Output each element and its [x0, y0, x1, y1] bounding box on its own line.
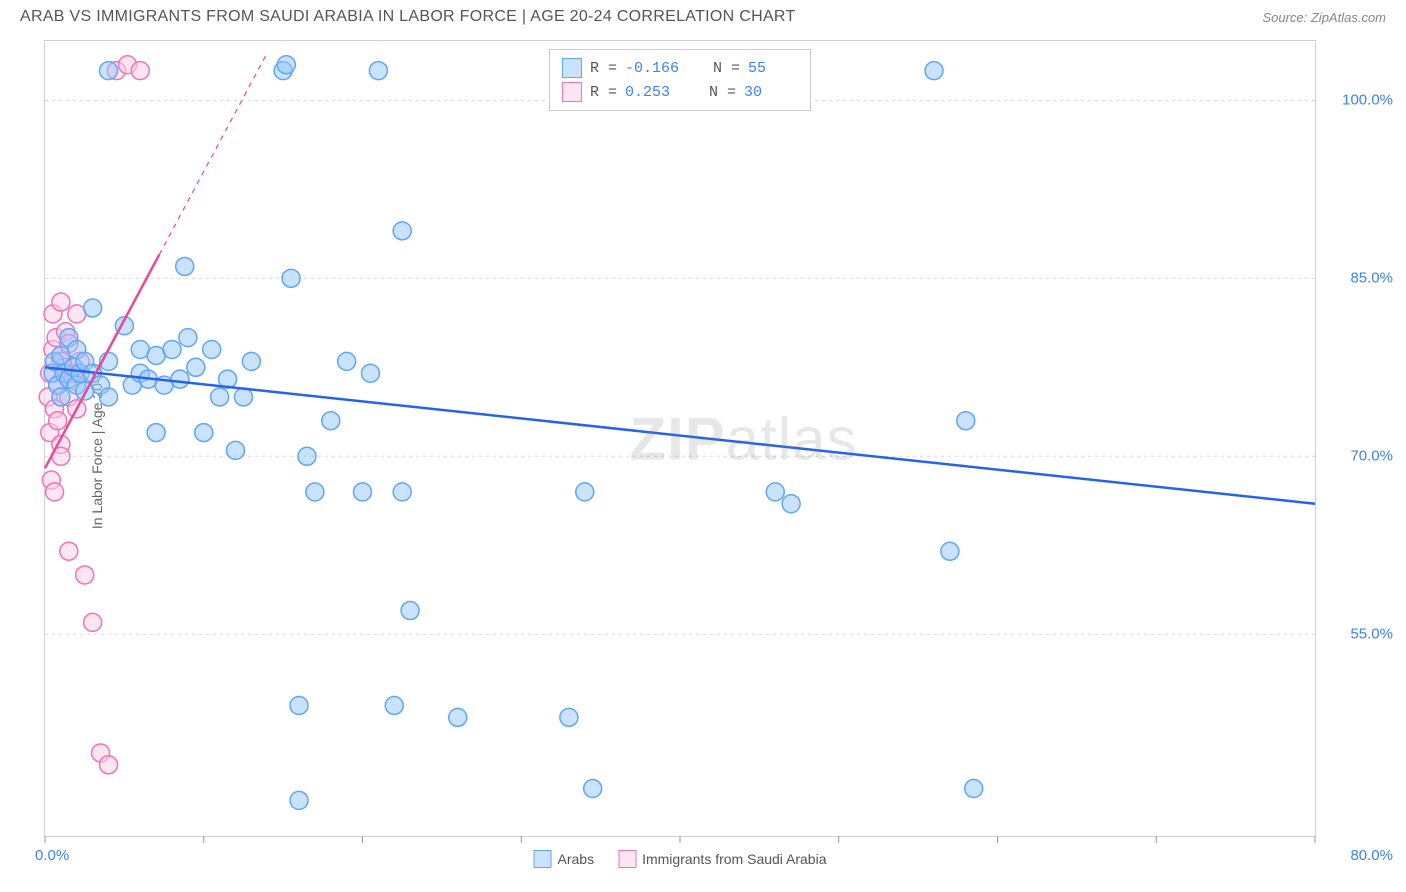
y-tick-label: 100.0% [1342, 92, 1393, 109]
legend-swatch-icon [562, 82, 582, 102]
legend-swatch-icon [534, 850, 552, 868]
y-tick-label: 70.0% [1350, 448, 1393, 465]
source-attribution: Source: ZipAtlas.com [1262, 10, 1386, 25]
legend-item: Immigrants from Saudi Arabia [618, 850, 826, 868]
y-tick-label: 55.0% [1350, 626, 1393, 643]
correlation-legend: R =-0.166 N =55R =0.253 N =30 [549, 49, 811, 111]
chart-title: ARAB VS IMMIGRANTS FROM SAUDI ARABIA IN … [20, 8, 796, 26]
legend-swatch-icon [562, 58, 582, 78]
x-axis-max-label: 80.0% [1350, 847, 1393, 864]
series-legend: Arabs Immigrants from Saudi Arabia [534, 850, 827, 868]
scatter-plot [45, 41, 1315, 836]
correlation-row: R =-0.166 N =55 [562, 56, 798, 80]
legend-swatch-icon [618, 850, 636, 868]
legend-label: Immigrants from Saudi Arabia [642, 851, 826, 867]
y-tick-label: 85.0% [1350, 270, 1393, 287]
x-axis-min-label: 0.0% [35, 847, 69, 864]
correlation-row: R =0.253 N =30 [562, 80, 798, 104]
chart-container: ZIPatlas R =-0.166 N =55R =0.253 N =30 5… [44, 40, 1316, 837]
legend-item: Arabs [534, 850, 595, 868]
legend-label: Arabs [558, 851, 595, 867]
